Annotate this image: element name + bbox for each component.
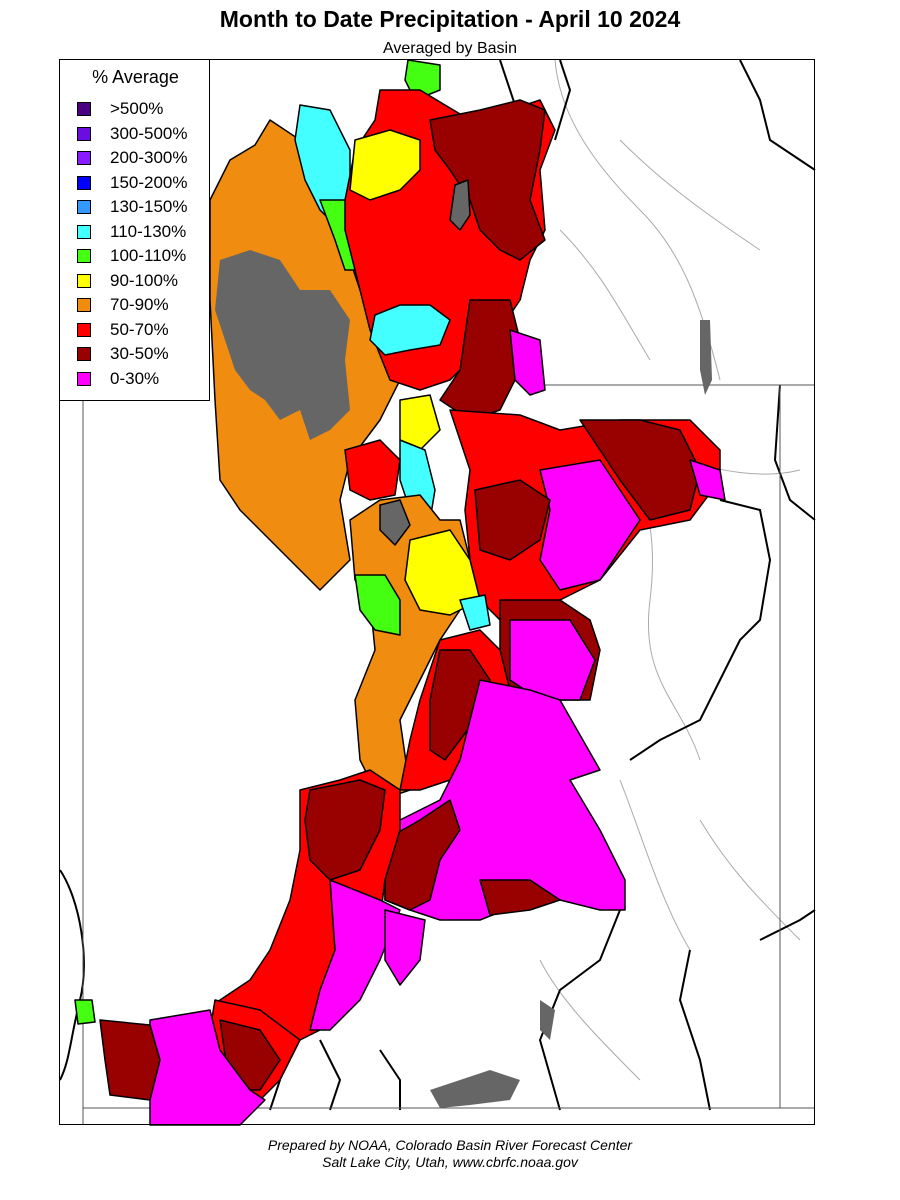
legend-swatch: [77, 200, 91, 214]
legend-item: 70-90%: [77, 295, 169, 315]
legend-label: 100-110%: [110, 246, 187, 265]
legend-item: 100-110%: [77, 246, 186, 266]
legend-item: 0-30%: [77, 369, 159, 389]
no-data-lakes: [215, 250, 350, 440]
legend-label: 70-90%: [110, 295, 169, 314]
legend-label: 90-100%: [110, 270, 179, 290]
legend-swatch: [77, 371, 91, 386]
legend-item: 200-300%: [77, 148, 188, 168]
legend-swatch: [77, 126, 91, 141]
legend-swatch: [77, 273, 91, 288]
map-frame: [59, 59, 815, 1125]
basin-small-cyan: [459, 594, 491, 631]
basin-uinta-darkred: [579, 419, 701, 521]
legend-title: % Average: [92, 67, 179, 87]
basin-lower-magenta-2: [384, 909, 426, 986]
legend-item: 300-500%: [77, 124, 188, 144]
basin-green-magenta: [509, 619, 596, 701]
legend-label: 200-300%: [110, 148, 188, 167]
basin-virgin-darkred: [304, 779, 386, 881]
basin-regions: [74, 59, 726, 1126]
legend-item: 90-100%: [77, 271, 178, 291]
reservoirs: [430, 320, 712, 1108]
legend-item: 30-50%: [77, 344, 169, 364]
basin-central-darkred: [474, 479, 551, 561]
legend-label: 300-500%: [110, 123, 188, 143]
basin-central-red: [344, 439, 401, 501]
legend-item: >500%: [77, 99, 163, 119]
map-title: Month to Date Precipitation - April 10 2…: [219, 6, 681, 32]
footer-line-2: Salt Lake City, Utah, www.cbrfc.noaa.gov: [322, 1154, 578, 1170]
legend-item: 50-70%: [77, 320, 169, 340]
legend-swatch: [77, 224, 91, 239]
legend-item: 130-150%: [77, 197, 188, 217]
legend-swatch: [77, 298, 91, 312]
basin-north-darkred: [429, 99, 546, 261]
legend-swatch: [77, 322, 91, 337]
basin-southwest-darkred-2: [99, 1019, 161, 1101]
footer-line-1: Prepared by NOAA, Colorado Basin River F…: [267, 1137, 633, 1153]
legend-item: 110-130%: [77, 222, 186, 242]
legend-swatch: [77, 249, 91, 263]
legend-label: 130-150%: [110, 197, 188, 216]
basin-colorado-darkred-2: [479, 879, 561, 916]
footer: Prepared by NOAA, Colorado Basin River F…: [0, 1137, 900, 1171]
basin-south-central-darkred: [429, 649, 491, 761]
legend-label: 30-50%: [110, 344, 169, 363]
legend-label: 50-70%: [110, 319, 169, 339]
no-data-bear-lake: [449, 179, 471, 231]
basin-far-west-green: [74, 999, 96, 1025]
basin-colorado-darkred: [384, 799, 461, 911]
basin-north-yellow: [349, 129, 421, 201]
legend-swatch: [77, 102, 91, 116]
basin-provo-yellow: [399, 394, 441, 451]
basin-east-magenta: [509, 329, 546, 396]
legend-label: 150-200%: [110, 172, 188, 192]
legend-swatch: [77, 175, 91, 190]
basin-lower-magenta: [309, 879, 401, 1031]
map-subtitle: Averaged by Basin: [382, 40, 517, 57]
legend-swatch: [77, 151, 91, 165]
legend-label: >500%: [110, 99, 164, 118]
basin-sevier-green: [354, 574, 401, 636]
basin-southwest-magenta: [149, 1009, 266, 1126]
legend-swatch: [77, 347, 91, 361]
basin-east-darkred: [439, 299, 521, 421]
no-data-utah-lake: [379, 499, 411, 546]
basin-uinta-magenta: [539, 459, 641, 591]
legend-label: 0-30%: [110, 368, 160, 388]
legend-item: 150-200%: [77, 173, 188, 193]
river-lines: [539, 59, 801, 1081]
legend-label: 110-130%: [110, 221, 187, 241]
basin-uinta-magenta-2: [689, 459, 726, 501]
basin-weber-cyan: [369, 304, 451, 356]
legend: % Average >500% 300-500% 200-300% 150-200% 1…: [59, 59, 210, 401]
